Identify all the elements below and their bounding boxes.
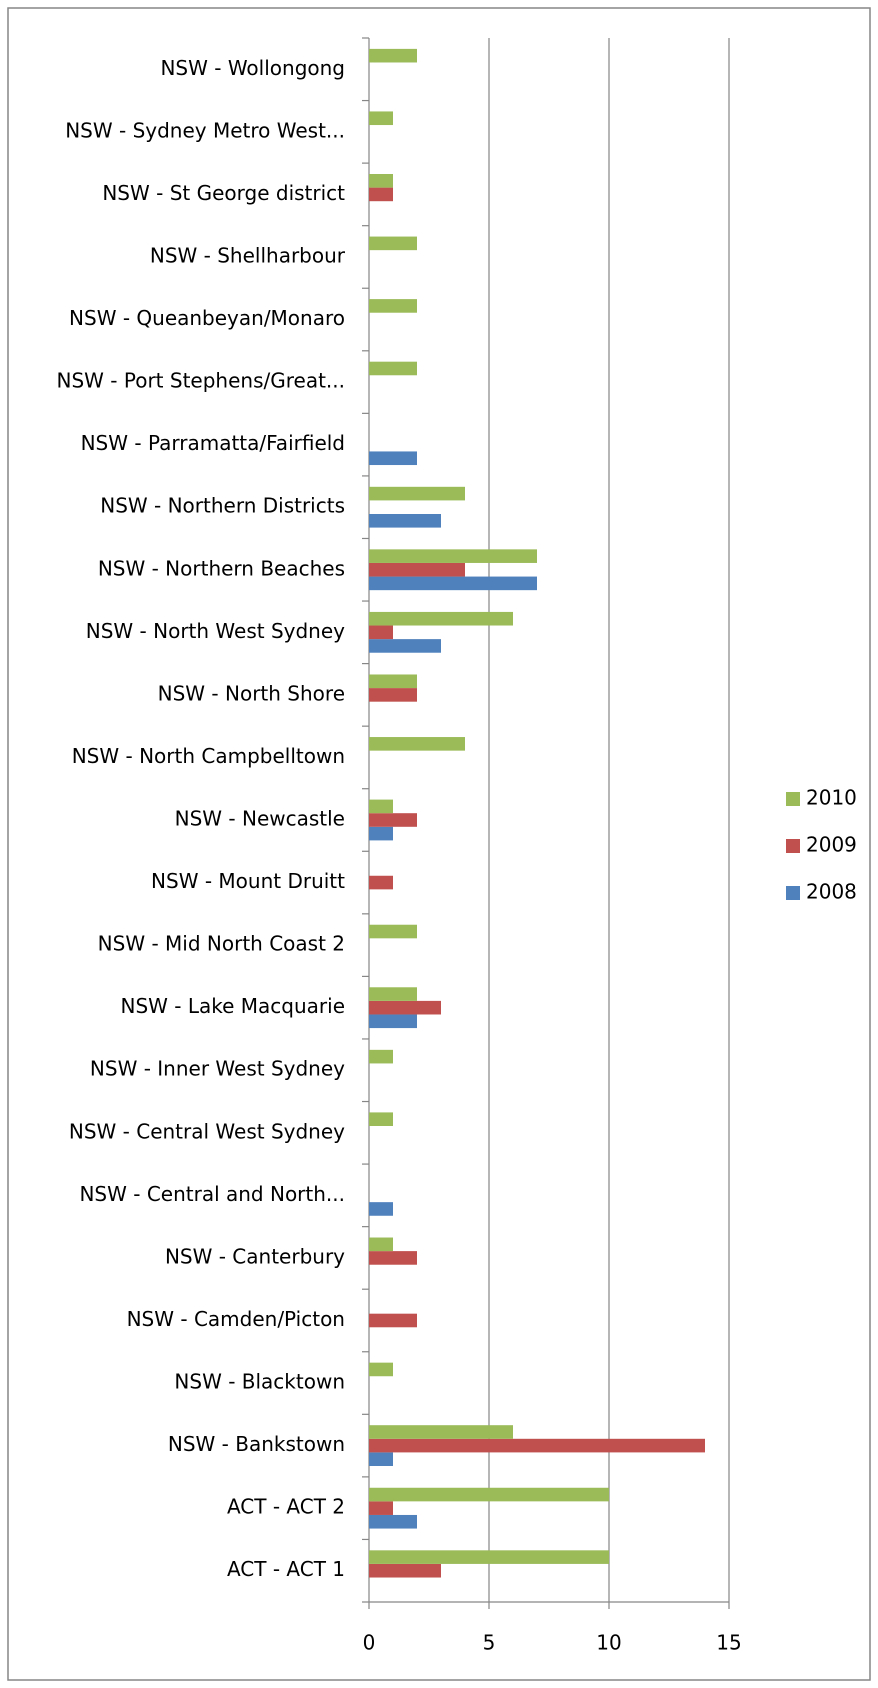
y-tick-label: NSW - Northern Districts (100, 494, 345, 518)
y-tick-label: NSW - Mid North Coast 2 (98, 932, 345, 956)
y-tick-label: NSW - Shellharbour (150, 243, 346, 267)
y-tick-label: NSW - St George district (102, 181, 345, 205)
bar (369, 1237, 393, 1252)
y-tick-label: NSW - Newcastle (175, 807, 345, 831)
bar (369, 451, 417, 466)
bar (369, 1563, 441, 1578)
x-tick-label: 15 (716, 1631, 741, 1655)
bar (369, 1000, 441, 1015)
bar (369, 1362, 393, 1377)
bar (369, 576, 537, 591)
bar (369, 688, 417, 702)
y-tick-label: NSW - Inner West Sydney (90, 1057, 345, 1081)
bar (369, 799, 393, 814)
y-tick-label: NSW - Queanbeyan/Monaro (69, 306, 345, 330)
bar (369, 1112, 393, 1126)
bar (369, 625, 393, 640)
bar (369, 187, 393, 202)
bar (369, 1452, 393, 1466)
bar (369, 639, 441, 653)
x-tick-label: 0 (363, 1631, 376, 1655)
bar (369, 562, 465, 577)
bar (369, 486, 465, 501)
bar (369, 299, 417, 313)
bar (369, 875, 393, 890)
legend-swatch (786, 886, 800, 900)
y-tick-label: NSW - Wollongong (160, 56, 345, 80)
y-tick-label: NSW - Port Stephens/Great... (57, 369, 345, 393)
bar (369, 826, 393, 841)
y-tick-label: NSW - Sydney Metro West... (65, 118, 345, 142)
y-tick-label: NSW - North Shore (158, 681, 345, 705)
bar (369, 549, 537, 563)
bar (369, 514, 441, 528)
bar (369, 1251, 417, 1265)
chart-frame (7, 7, 871, 1681)
bar (369, 1425, 513, 1439)
bar (369, 924, 417, 939)
bar (369, 737, 465, 751)
y-tick-label: NSW - North Campbelltown (72, 744, 345, 768)
bar (369, 48, 417, 63)
bar (369, 1438, 705, 1453)
bar (369, 987, 417, 1001)
legend-swatch (786, 839, 800, 853)
bar (369, 813, 417, 827)
legend-label: 2009 (806, 833, 857, 857)
bar (369, 174, 393, 188)
bar (369, 1514, 417, 1529)
y-tick-label: NSW - Camden/Picton (127, 1307, 345, 1331)
y-tick-label: NSW - Canterbury (165, 1244, 345, 1268)
y-tick-label: ACT - ACT 2 (227, 1495, 345, 1519)
bar (369, 236, 417, 251)
legend-label: 2008 (806, 880, 857, 904)
bar (369, 1487, 609, 1502)
bar (369, 1501, 393, 1515)
y-tick-label: NSW - Central West Sydney (69, 1119, 345, 1143)
x-tick-label: 10 (596, 1631, 621, 1655)
bar (369, 611, 513, 626)
y-tick-label: ACT - ACT 1 (227, 1557, 345, 1581)
x-tick-label: 5 (483, 1631, 496, 1655)
y-tick-label: NSW - Parramatta/Fairfield (81, 431, 345, 455)
bar (369, 1313, 417, 1328)
bar (369, 1550, 609, 1564)
legend-label: 2010 (806, 786, 857, 810)
y-tick-label: NSW - Blacktown (174, 1370, 345, 1394)
bar (369, 111, 393, 126)
y-tick-label: NSW - Bankstown (168, 1432, 345, 1456)
y-tick-label: NSW - North West Sydney (86, 619, 345, 643)
y-tick-label: NSW - Northern Beaches (98, 556, 345, 580)
bar (369, 1049, 393, 1064)
bar (369, 361, 417, 376)
bar (369, 1014, 417, 1029)
legend-swatch (786, 792, 800, 806)
y-tick-label: NSW - Lake Macquarie (120, 994, 345, 1018)
bar (369, 1202, 393, 1216)
y-tick-label: NSW - Mount Druitt (151, 869, 345, 893)
bar (369, 674, 417, 689)
y-tick-label: NSW - Central and North... (79, 1182, 345, 1206)
